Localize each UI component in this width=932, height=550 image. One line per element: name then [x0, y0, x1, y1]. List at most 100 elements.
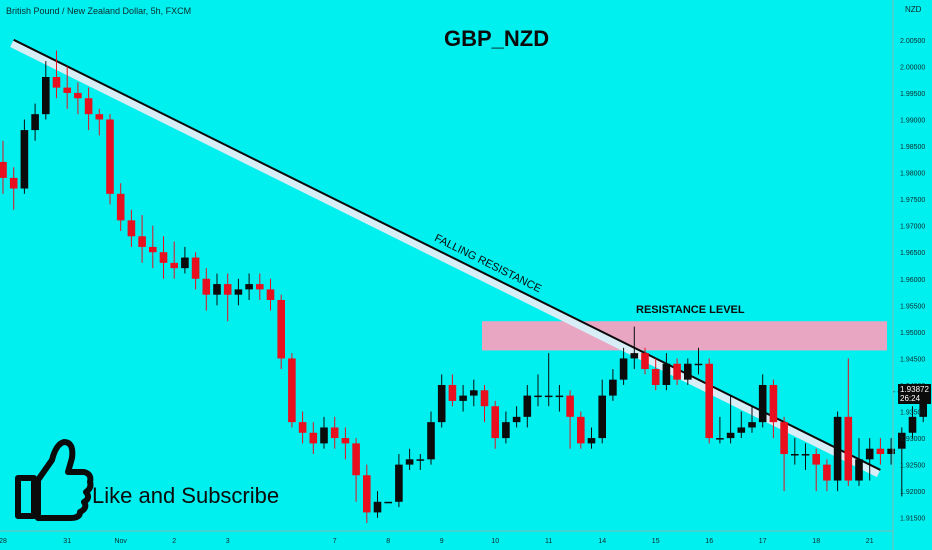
candle-body [780, 422, 788, 455]
candle-body [491, 406, 499, 439]
time-tick-label: 21 [866, 538, 874, 545]
candle-body [726, 432, 735, 439]
candle-body [587, 438, 596, 444]
candle-body [437, 384, 446, 423]
candle-body [341, 438, 350, 444]
candle-body [566, 395, 574, 417]
candle-body [42, 76, 50, 115]
price-tick-label: 1.98500 [900, 144, 925, 151]
candle-body [116, 193, 125, 221]
candle-body [705, 363, 713, 439]
candle-body [395, 464, 403, 502]
price-tick-label: 1.97000 [900, 224, 925, 231]
candle-body [812, 454, 820, 465]
candle-body [598, 395, 606, 439]
candle-body [181, 257, 189, 269]
candle-body [876, 448, 885, 455]
candle-body [619, 358, 628, 380]
price-tick-label: 1.95500 [900, 303, 925, 310]
candle-body [0, 161, 7, 178]
price-tick-label: 1.91500 [900, 516, 925, 523]
resistance-level-label: RESISTANCE LEVEL [636, 304, 745, 316]
candle-body [470, 390, 478, 396]
candle-body [512, 416, 521, 423]
candle-body [919, 391, 927, 417]
candle-body [384, 501, 392, 504]
candle-body [662, 363, 671, 385]
price-tick-label: 1.97500 [900, 197, 925, 204]
candle-body [138, 236, 146, 247]
candle-body [898, 432, 906, 449]
candle-body [31, 114, 39, 131]
candle-body [748, 422, 756, 428]
candle-body [223, 284, 232, 295]
candle-body [801, 454, 810, 456]
time-tick-label: 18 [812, 538, 820, 545]
like-subscribe-text: Like and Subscribe [92, 483, 280, 508]
candle-body [202, 278, 211, 295]
candles-layer [0, 50, 927, 524]
candle-body [52, 76, 61, 88]
candle-body [887, 448, 895, 455]
price-tick-label: 1.93000 [900, 436, 925, 443]
time-tick-label: 10 [491, 538, 499, 545]
last-price-tag: 1.93872 26:24 [898, 384, 931, 404]
candle-body [213, 284, 221, 295]
candle-body [234, 289, 243, 295]
candle-body [352, 443, 360, 476]
thumbs-up-icon [14, 436, 94, 527]
candle-body [534, 395, 542, 398]
price-tick-label: 1.92500 [900, 463, 925, 470]
candle-body [266, 289, 275, 301]
price-tick-label: 2.00500 [900, 38, 925, 45]
candle-body [277, 300, 285, 359]
candle-body [448, 384, 457, 401]
price-tick-label: 1.98000 [900, 171, 925, 178]
candle-body [716, 438, 724, 440]
candle-body [865, 448, 874, 460]
symbol-description: British Pound / New Zealand Dollar, 5h, … [6, 6, 192, 16]
time-tick-label: 2 [172, 538, 176, 545]
candle-body [577, 416, 585, 444]
candle-body [684, 363, 692, 380]
candle-body [74, 92, 82, 99]
candle-body [844, 416, 853, 481]
price-tick-label: 1.99000 [900, 117, 925, 124]
candle-body [769, 384, 778, 423]
candle-body [630, 353, 639, 359]
candle-body [427, 422, 435, 460]
time-tick-label: 14 [598, 538, 606, 545]
candle-body [245, 284, 253, 290]
candle-body [159, 252, 168, 263]
candle-body [363, 475, 371, 513]
time-tick-label: 15 [652, 538, 660, 545]
candle-body [256, 284, 264, 290]
candle-body [298, 422, 307, 433]
candle-body [320, 427, 328, 444]
price-tick-label: 1.94500 [900, 356, 925, 363]
time-tick-label: 8 [386, 538, 390, 545]
candle-body [63, 87, 71, 93]
candle-body [758, 384, 767, 423]
price-tick-label: 1.99500 [900, 91, 925, 98]
candle-body [127, 220, 136, 237]
candle-body [641, 353, 649, 370]
candle-body [609, 379, 617, 396]
candle-body [502, 422, 510, 439]
candle-body [84, 98, 93, 115]
candle-body [694, 363, 703, 366]
chart-title: GBP_NZD [444, 26, 550, 51]
candle-body [9, 177, 18, 189]
candle-body [544, 395, 553, 398]
candle-body [651, 369, 660, 385]
candle-body [791, 454, 799, 456]
candle-body [309, 432, 318, 444]
time-tick-label: Nov [114, 538, 127, 545]
candle-body [908, 416, 917, 433]
resistance-zone-layer [482, 321, 887, 351]
price-tick-label: 1.96000 [900, 277, 925, 284]
time-tick-label: 16 [705, 538, 713, 545]
bar-countdown: 26:24 [900, 394, 921, 403]
time-tick-label: 7 [333, 538, 337, 545]
